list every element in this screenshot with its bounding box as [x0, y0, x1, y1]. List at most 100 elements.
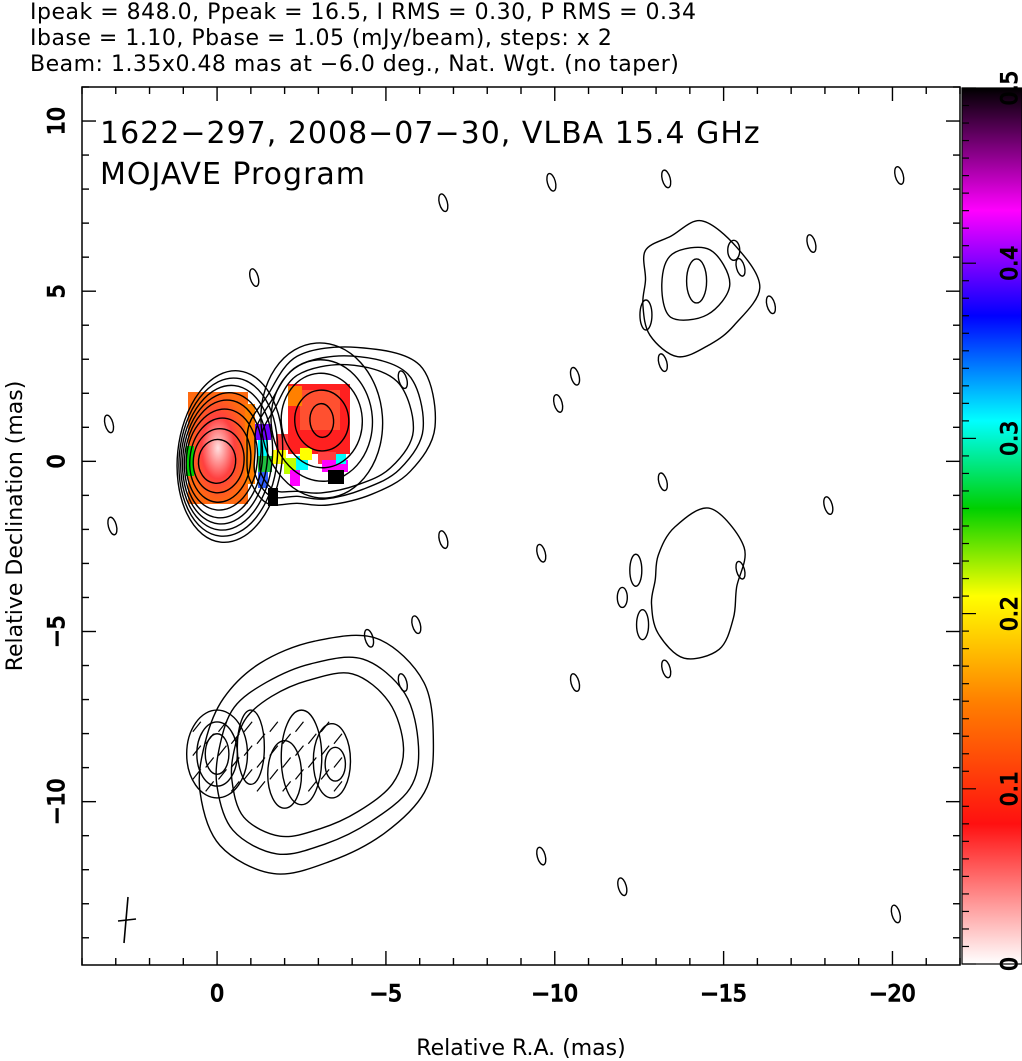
knot-contour [280, 372, 364, 469]
polarization-vector [205, 780, 215, 792]
knot-contour [260, 342, 384, 499]
polarization-vector [243, 721, 253, 733]
polarization-vector [192, 745, 202, 756]
noise-contour [569, 366, 581, 386]
contour-layer [103, 166, 905, 924]
colorbar-ticks: 0 0.1 0.2 0.3 0.4 0.5 [962, 70, 1022, 972]
y-tick-label: 0 [45, 454, 70, 468]
polarization-vector [230, 733, 240, 745]
polarization-vector [243, 745, 253, 756]
noise-contour [438, 530, 449, 550]
polarization-vector [295, 769, 304, 780]
diffuse-contour-lower-right [635, 608, 650, 641]
lower-contour [280, 709, 323, 806]
x-axis: 0 −5 −10 −15 −20 [81, 87, 961, 1008]
y-tick-label: 10 [45, 107, 70, 135]
colorbar-tick-label: 0.1 [998, 771, 1022, 806]
envelope-contour [259, 363, 415, 494]
header-line-1: Ipeak = 848.0, Ppeak = 16.5, I RMS = 0.3… [30, 0, 697, 25]
noise-contour [103, 414, 115, 434]
polarization-vector [307, 780, 317, 792]
polarization-vector [320, 721, 330, 733]
x-tick-label: −10 [532, 982, 578, 1007]
polarization-vector [320, 769, 330, 780]
polarization-vector [192, 769, 202, 780]
noise-contour [363, 628, 375, 648]
noise-contour [552, 394, 564, 413]
core-contour [185, 408, 259, 511]
y-axis: 10 5 0 −5 −10 [44, 86, 960, 939]
polarization-vector [230, 780, 240, 792]
noise-contour [397, 673, 409, 692]
core-contour [197, 438, 237, 484]
noise-contour [660, 659, 672, 679]
noise-contour [657, 472, 669, 492]
colorbar-tick-label: 0.5 [998, 71, 1022, 106]
x-tick-label: −15 [700, 982, 746, 1007]
polarization-vector [218, 745, 227, 756]
header-line-2: Ibase = 1.10, Pbase = 1.05 (mJy/beam), s… [30, 26, 613, 51]
polarization-vector [192, 721, 202, 733]
polarization-vector [307, 733, 317, 745]
header-line-3: Beam: 1.35x0.48 mas at −6.0 deg., Nat. W… [30, 52, 680, 77]
noise-contour [536, 543, 547, 563]
polarization-vector [282, 780, 292, 792]
core-contour [176, 370, 284, 544]
lower-envelope-contour [215, 656, 420, 856]
core-contour [189, 417, 252, 503]
lower-envelope-contour [198, 634, 435, 875]
diffuse-contour-upper-right [639, 299, 653, 331]
noise-contour [894, 166, 905, 185]
lower-contour [267, 739, 303, 809]
noise-contour [397, 370, 409, 390]
core-contour [178, 377, 279, 537]
lower-envelope-contour [230, 672, 405, 838]
diffuse-contour-lower-right [650, 507, 746, 660]
noise-contour [806, 234, 817, 253]
polarization-vector [218, 721, 227, 733]
polarization-vector [295, 721, 304, 733]
noise-contour [546, 172, 557, 192]
polarization-vector [295, 745, 304, 756]
diffuse-contour-lower-right [629, 553, 643, 587]
knot-contour [294, 389, 350, 452]
core-contour [183, 399, 264, 519]
y-tick-label: 5 [45, 284, 70, 298]
colorbar-tick-label: 0.4 [998, 246, 1022, 281]
polarization-vector [282, 757, 292, 768]
noise-contour [249, 268, 260, 288]
polarization-vector [333, 757, 343, 768]
polarization-vector [307, 757, 317, 768]
plot-annotation-program: MOJAVE Program [100, 157, 366, 192]
polarization-vector [256, 733, 266, 745]
knot-contour [309, 402, 335, 439]
plot-frame [81, 86, 961, 966]
colorbar: 0 0.1 0.2 0.3 0.4 0.5 [961, 70, 1022, 972]
beam-marker [117, 896, 137, 944]
noise-contour [735, 560, 746, 580]
lower-contour [236, 709, 266, 786]
noise-contour [890, 904, 902, 924]
colorbar-tick-label: 0 [998, 957, 1022, 971]
core-contour [181, 392, 269, 525]
envelope-contour [253, 355, 425, 500]
colorbar-tick-label: 0.2 [998, 596, 1022, 631]
noise-contour [411, 615, 422, 635]
lower-contour [204, 733, 230, 775]
x-tick-label: −5 [370, 982, 402, 1007]
polarization-vector [269, 769, 279, 780]
polarization-vector [333, 733, 343, 745]
noise-contour [660, 169, 672, 189]
polarization-vectors [192, 721, 343, 792]
knot-contour [270, 359, 374, 482]
lower-contour [324, 746, 347, 782]
polarization-color-layer [186, 384, 350, 506]
noise-contour [569, 673, 581, 692]
noise-contour [617, 877, 628, 897]
y-tick-label: −10 [45, 778, 70, 824]
y-tick-label: −5 [45, 615, 70, 647]
envelope-contour [246, 346, 437, 507]
polarization-vector [230, 757, 240, 768]
y-axis-label: Relative Declination (mas) [3, 381, 28, 672]
